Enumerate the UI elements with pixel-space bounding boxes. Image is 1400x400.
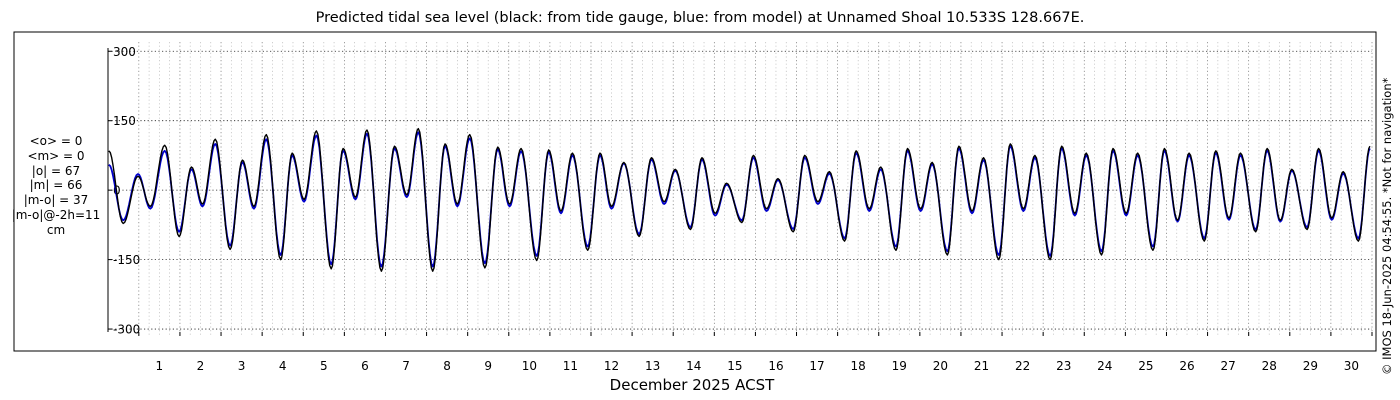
- x-tick-label-21: 21: [974, 359, 989, 373]
- x-tick-label-8: 8: [443, 359, 451, 373]
- x-tick-label-1: 1: [156, 359, 164, 373]
- x-tick-label-25: 25: [1138, 359, 1153, 373]
- stat-mean-observed: <o> = 0: [29, 134, 83, 148]
- series-line-tide-gauge: [108, 127, 1371, 272]
- x-tick-label-2: 2: [197, 359, 205, 373]
- y-tick-label-1: 150: [113, 114, 136, 128]
- x-tick-label-7: 7: [402, 359, 410, 373]
- x-tick-label-22: 22: [1015, 359, 1030, 373]
- x-tick-label-5: 5: [320, 359, 328, 373]
- y-tick-label-3: -150: [113, 253, 140, 267]
- x-tick-label-12: 12: [604, 359, 619, 373]
- x-tick-label-17: 17: [809, 359, 824, 373]
- chart-title: Predicted tidal sea level (black: from t…: [315, 10, 1085, 26]
- stat-abs-model: |m| = 66: [29, 178, 83, 193]
- x-tick-label-19: 19: [892, 359, 907, 373]
- x-tick-label-20: 20: [933, 359, 948, 373]
- x-tick-label-15: 15: [727, 359, 742, 373]
- stat-abs-diff-lagged: |m-o|@-2h=11: [11, 207, 101, 222]
- y-tick-label-0: 300: [113, 45, 136, 59]
- x-tick-label-6: 6: [361, 359, 369, 373]
- x-tick-label-10: 10: [522, 359, 537, 373]
- statistics-panel: <o> = 0 <m> = 0 |o| = 67 |m| = 66 |m-o| …: [8, 134, 104, 238]
- x-tick-label-14: 14: [686, 359, 701, 373]
- stat-abs-observed: |o| = 67: [31, 163, 81, 178]
- stat-mean-model: <m> = 0: [27, 148, 85, 163]
- x-tick-label-9: 9: [484, 359, 492, 373]
- x-tick-label-4: 4: [279, 359, 287, 373]
- x-tick-label-30: 30: [1344, 359, 1359, 373]
- x-tick-label-28: 28: [1262, 359, 1277, 373]
- series-group: [108, 127, 1371, 272]
- stat-unit: cm: [46, 222, 66, 237]
- x-tick-label-27: 27: [1220, 359, 1235, 373]
- x-tick-label-11: 11: [563, 359, 578, 373]
- plot-frame: [13, 31, 1377, 352]
- stat-abs-diff: |m-o| = 37: [23, 193, 89, 208]
- x-tick-label-3: 3: [238, 359, 246, 373]
- x-tick-label-16: 16: [768, 359, 783, 373]
- x-tick-label-26: 26: [1179, 359, 1194, 373]
- y-tick-label-4: -300: [113, 323, 140, 337]
- x-tick-label-24: 24: [1097, 359, 1112, 373]
- series-line-model: [108, 131, 1371, 268]
- x-tick-label-18: 18: [851, 359, 866, 373]
- x-tick-label-23: 23: [1056, 359, 1071, 373]
- x-tick-label-29: 29: [1303, 359, 1318, 373]
- x-axis-label: December 2025 ACST: [610, 376, 775, 394]
- grid: [108, 42, 1373, 336]
- x-tick-label-13: 13: [645, 359, 660, 373]
